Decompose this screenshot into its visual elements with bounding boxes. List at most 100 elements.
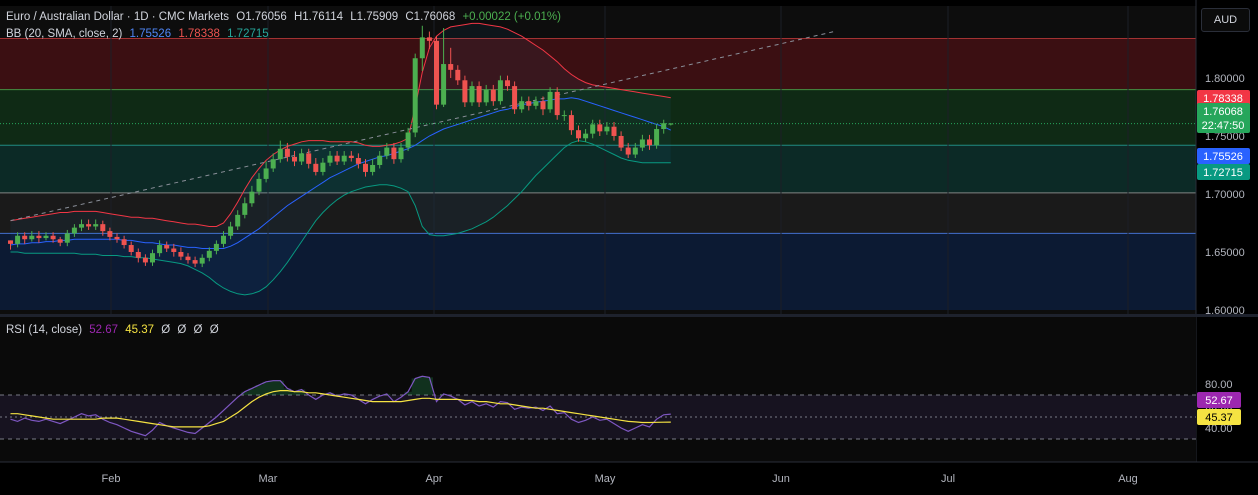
candle-body: [618, 135, 624, 148]
candle: [512, 81, 518, 114]
candle-body: [50, 235, 56, 240]
candle-body: [625, 147, 631, 155]
candle-body: [150, 253, 155, 263]
price-label-box: [1197, 148, 1250, 164]
candle-body: [171, 248, 177, 252]
candle-body: [206, 250, 212, 258]
rsi-label-value: 52.67: [1205, 395, 1233, 407]
candle-body: [277, 148, 283, 160]
candle: [284, 142, 290, 162]
candle: [441, 28, 447, 107]
candle-body: [213, 243, 219, 251]
candle-body: [93, 224, 99, 227]
candle-body: [611, 126, 617, 136]
candle-body: [320, 162, 326, 172]
candle: [171, 243, 177, 257]
candle: [412, 53, 418, 138]
currency-button[interactable]: AUD: [1201, 8, 1250, 32]
bb-upper-value: 1.78338: [178, 28, 220, 40]
candle-body: [561, 115, 567, 117]
bb-lower-value: 1.72715: [227, 28, 269, 40]
ohlc-change: +0.00022 (+0.01%): [462, 11, 561, 23]
candle: [64, 229, 70, 247]
candle-body: [490, 89, 496, 102]
bb-upper-line: [10, 22, 671, 227]
rsi-line: [10, 375, 671, 437]
candle-body: [29, 235, 35, 240]
candle: [426, 31, 432, 49]
time-tick-label: Jul: [941, 473, 955, 485]
candle-body: [107, 231, 113, 237]
candle-body: [448, 64, 454, 70]
rsi-label-box: [1197, 392, 1241, 408]
candle-body: [348, 155, 354, 159]
candle-body: [568, 115, 574, 131]
symbol-title[interactable]: Euro / Australian Dollar · 1D · CMC Mark…: [6, 11, 230, 23]
candle-body: [164, 245, 170, 249]
candle-body: [57, 239, 63, 243]
candle-body: [249, 191, 255, 204]
ohlc-low: L1.75909: [350, 11, 399, 23]
candle-body: [79, 224, 84, 228]
candle-body: [412, 58, 418, 133]
candle-body: [540, 101, 546, 110]
candle-body: [292, 156, 297, 162]
candle: [93, 219, 99, 230]
candle: [43, 232, 49, 241]
candle-body: [455, 69, 461, 81]
candle: [235, 210, 241, 230]
candle: [192, 256, 198, 268]
price-label-box: [1197, 90, 1250, 106]
rsi-title[interactable]: RSI (14, close): [6, 324, 83, 336]
candle: [57, 236, 63, 247]
candle-body: [242, 203, 248, 215]
candle: [292, 151, 297, 167]
time-tick-label: Apr: [425, 473, 442, 485]
candle: [604, 122, 610, 135]
candle: [221, 231, 226, 248]
candle-body: [235, 214, 241, 227]
candle-body: [512, 86, 518, 110]
candle: [249, 185, 255, 207]
candle: [590, 119, 596, 139]
candle-body: [22, 235, 28, 240]
candle: [306, 148, 312, 169]
candle: [242, 197, 248, 219]
candle: [483, 84, 489, 106]
candle-body: [647, 139, 652, 146]
candle-body: [497, 80, 503, 102]
zone-green: [0, 89, 1196, 146]
candle: [405, 127, 411, 152]
candle: [434, 36, 439, 110]
bb-title[interactable]: BB (20, SMA, close, 2): [6, 28, 123, 40]
candle: [476, 81, 482, 107]
rsi-label-value: 45.37: [1205, 412, 1233, 424]
candle: [22, 232, 28, 244]
price-label-box: [1197, 103, 1250, 133]
candle: [128, 241, 134, 256]
candle-body: [199, 257, 205, 264]
candle: [320, 158, 326, 176]
candle-body: [632, 147, 638, 155]
price-label-value: 1.72715: [1203, 167, 1243, 179]
candle: [455, 65, 461, 85]
candle-body: [121, 239, 127, 246]
time-tick-label: Jun: [772, 473, 790, 485]
candle: [150, 249, 155, 266]
candle: [121, 235, 127, 249]
candle: [185, 253, 191, 264]
candle: [341, 151, 347, 165]
candle: [661, 119, 667, 134]
candle: [355, 153, 361, 169]
candle: [199, 254, 205, 268]
candle: [625, 142, 631, 159]
candle: [668, 123, 674, 126]
candle-body: [441, 64, 447, 105]
candle: [327, 151, 333, 167]
candle: [611, 122, 617, 141]
candle-body: [505, 80, 510, 87]
candle: [29, 231, 35, 242]
rsi-pane: [0, 317, 1196, 462]
candle-body: [128, 245, 134, 252]
